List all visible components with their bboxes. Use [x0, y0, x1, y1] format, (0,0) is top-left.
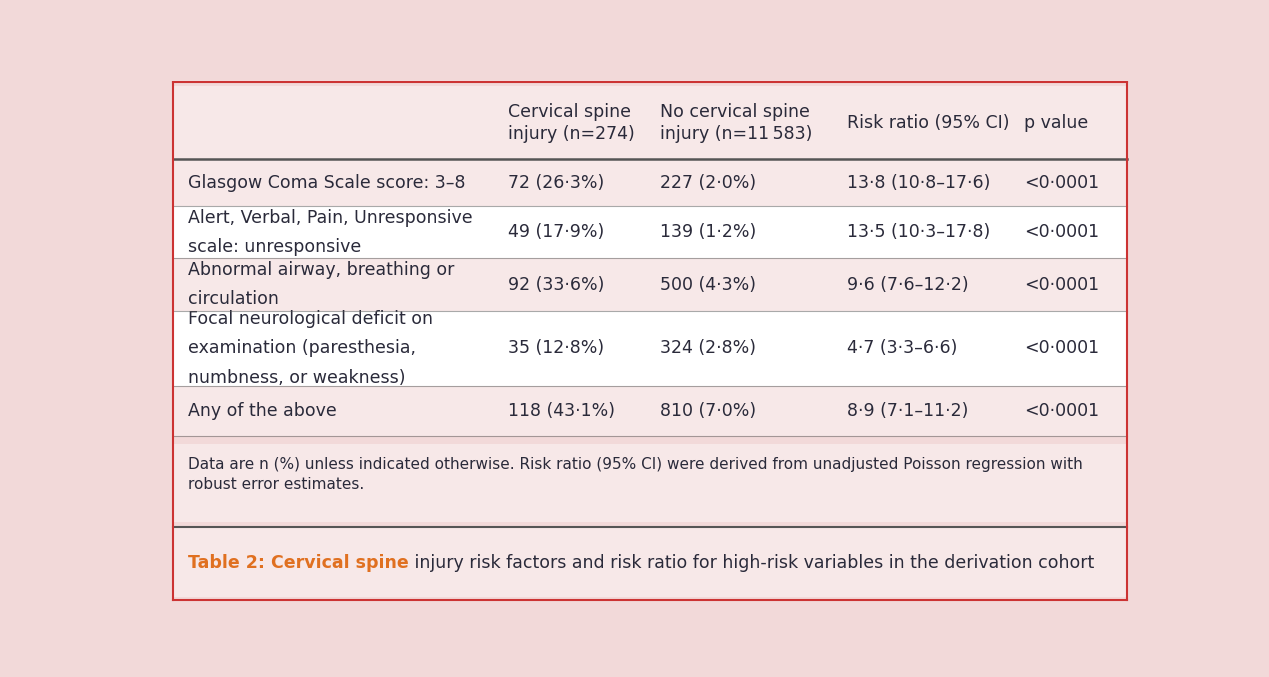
Text: scale: unresponsive: scale: unresponsive: [188, 238, 362, 256]
Text: Cervical spine: Cervical spine: [265, 554, 409, 573]
Text: 118 (43·1%): 118 (43·1%): [508, 402, 614, 420]
Text: injury risk factors and risk ratio for high-risk variables in the derivation coh: injury risk factors and risk ratio for h…: [409, 554, 1094, 573]
Bar: [174, 527, 1127, 597]
Bar: [174, 443, 1127, 522]
Text: robust error estimates.: robust error estimates.: [188, 477, 364, 492]
Text: 139 (1·2%): 139 (1·2%): [660, 223, 756, 242]
Text: circulation: circulation: [188, 290, 279, 308]
Text: Glasgow Coma Scale score: 3–8: Glasgow Coma Scale score: 3–8: [188, 174, 466, 192]
Text: 49 (17·9%): 49 (17·9%): [508, 223, 604, 242]
Text: 72 (26·3%): 72 (26·3%): [508, 174, 604, 192]
Text: 92 (33·6%): 92 (33·6%): [508, 276, 604, 294]
Text: <0·0001: <0·0001: [1024, 174, 1099, 192]
Bar: [174, 160, 1127, 206]
Text: 13·5 (10·3–17·8): 13·5 (10·3–17·8): [848, 223, 990, 242]
Text: p value: p value: [1024, 114, 1089, 132]
Text: Table 2:: Table 2:: [188, 554, 265, 573]
Text: Focal neurological deficit on: Focal neurological deficit on: [188, 310, 433, 328]
Text: Risk ratio (95% CI): Risk ratio (95% CI): [848, 114, 1010, 132]
Text: <0·0001: <0·0001: [1024, 339, 1099, 357]
Bar: [174, 386, 1127, 436]
Bar: [174, 259, 1127, 311]
Bar: [174, 87, 1127, 160]
Text: 8·9 (7·1–11·2): 8·9 (7·1–11·2): [848, 402, 968, 420]
Bar: [174, 206, 1127, 259]
Text: <0·0001: <0·0001: [1024, 276, 1099, 294]
Text: 810 (7·0%): 810 (7·0%): [660, 402, 756, 420]
Text: Any of the above: Any of the above: [188, 402, 336, 420]
Text: 4·7 (3·3–6·6): 4·7 (3·3–6·6): [848, 339, 957, 357]
Text: Cervical spine
injury (n=274): Cervical spine injury (n=274): [508, 103, 634, 143]
Bar: [174, 311, 1127, 386]
Text: Alert, Verbal, Pain, Unresponsive: Alert, Verbal, Pain, Unresponsive: [188, 209, 473, 227]
Text: 227 (2·0%): 227 (2·0%): [660, 174, 756, 192]
Text: examination (paresthesia,: examination (paresthesia,: [188, 339, 416, 357]
Text: <0·0001: <0·0001: [1024, 223, 1099, 242]
Text: Abnormal airway, breathing or: Abnormal airway, breathing or: [188, 261, 454, 279]
Text: 500 (4·3%): 500 (4·3%): [660, 276, 756, 294]
Text: 13·8 (10·8–17·6): 13·8 (10·8–17·6): [848, 174, 990, 192]
Text: No cervical spine
injury (n=11 583): No cervical spine injury (n=11 583): [660, 103, 812, 143]
Text: 324 (2·8%): 324 (2·8%): [660, 339, 756, 357]
Text: 35 (12·8%): 35 (12·8%): [508, 339, 604, 357]
Text: numbness, or weakness): numbness, or weakness): [188, 368, 406, 387]
Text: <0·0001: <0·0001: [1024, 402, 1099, 420]
Text: Data are n (%) unless indicated otherwise. Risk ratio (95% CI) were derived from: Data are n (%) unless indicated otherwis…: [188, 456, 1082, 472]
Text: 9·6 (7·6–12·2): 9·6 (7·6–12·2): [848, 276, 968, 294]
